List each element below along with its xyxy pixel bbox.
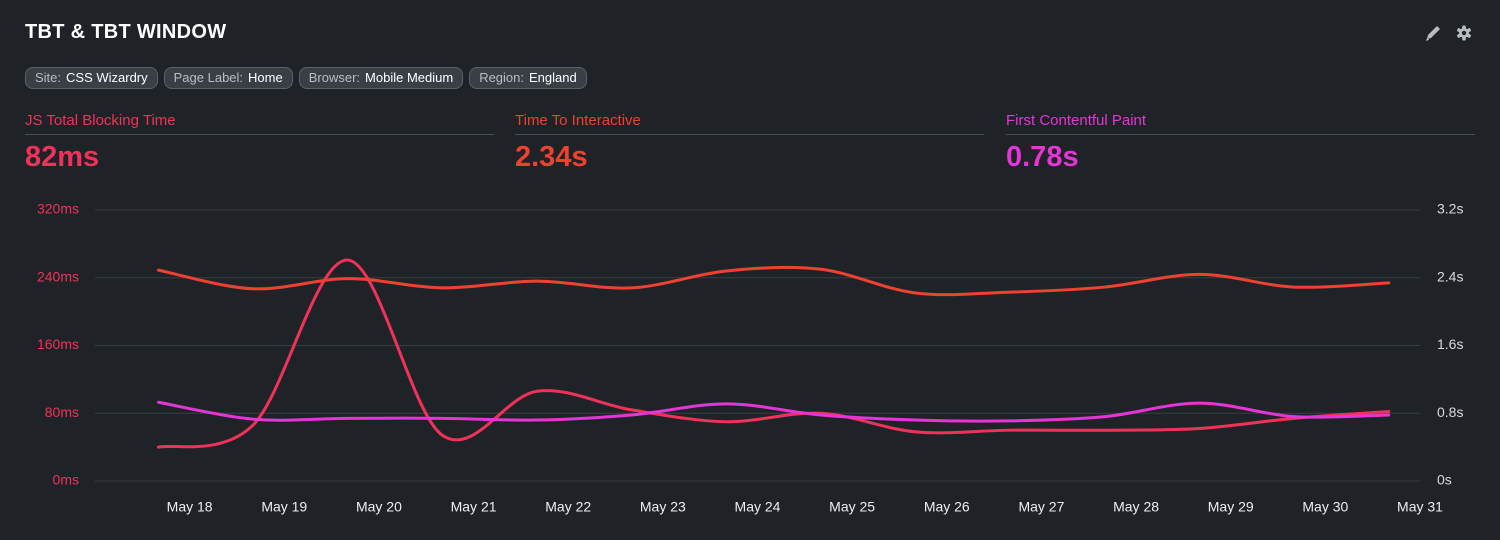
y2-tick-label: 1.6s (1437, 336, 1463, 352)
panel-actions (1424, 24, 1474, 49)
filter-pill[interactable]: Site: CSS Wizardry (25, 67, 158, 89)
y-tick-label: 240ms (37, 268, 79, 284)
y-tick-label: 160ms (37, 336, 79, 352)
y2-tick-label: 2.4s (1437, 268, 1463, 284)
metric-label: JS Total Blocking Time (25, 112, 494, 135)
y2-tick-label: 0s (1437, 472, 1452, 488)
y2-tick-label: 3.2s (1437, 201, 1463, 217)
metric-value: 82ms (25, 141, 100, 173)
settings-icon[interactable] (1456, 25, 1472, 41)
filter-bar: Site: CSS Wizardry Page Label: Home Browser:… (25, 67, 587, 89)
x-tick-label: May 20 (356, 499, 402, 515)
x-tick-label: May 30 (1302, 499, 1348, 515)
metric-card: First Contentful Paint 0.78s (1006, 112, 1475, 174)
x-tick-label: May 29 (1208, 499, 1254, 515)
filter-value: Mobile Medium (365, 70, 454, 85)
filter-key: Site: (35, 70, 62, 85)
metric-card: Time To Interactive 2.34s (515, 112, 984, 174)
action-icons (1426, 25, 1472, 41)
metric-label: Time To Interactive (515, 112, 984, 135)
x-tick-label: May 22 (545, 499, 591, 515)
x-tick-label: May 23 (640, 499, 686, 515)
x-tick-label: May 28 (1113, 499, 1159, 515)
y2-tick-label: 0.8s (1437, 404, 1463, 420)
metric-value: 0.78s (1006, 141, 1079, 173)
x-tick-label: May 24 (735, 499, 781, 515)
metric-value: 2.34s (515, 141, 588, 173)
x-tick-label: May 25 (829, 499, 875, 515)
x-tick-label: May 27 (1018, 499, 1064, 515)
series-line (156, 265, 1391, 297)
filter-value: CSS Wizardry (66, 70, 148, 85)
edit-icon[interactable] (1426, 26, 1440, 41)
filter-pill[interactable]: Region: England (469, 67, 587, 89)
panel-title: TBT & TBT WINDOW (25, 21, 227, 43)
filter-value: Home (248, 70, 283, 85)
x-tick-label: May 19 (261, 499, 307, 515)
filter-value: England (529, 70, 577, 85)
metric-card: JS Total Blocking Time 82ms (25, 112, 494, 174)
y-tick-label: 0ms (53, 472, 79, 488)
filter-pill[interactable]: Browser: Mobile Medium (298, 67, 464, 89)
filter-key: Browser: (308, 70, 361, 85)
x-tick-label: May 26 (924, 499, 970, 515)
y-tick-label: 80ms (45, 404, 79, 420)
series-line (156, 258, 1391, 449)
filter-key: Region: (479, 70, 524, 85)
filter-pill[interactable]: Page Label: Home (163, 67, 293, 89)
y-tick-label: 320ms (37, 201, 79, 217)
x-tick-label: May 18 (167, 499, 213, 515)
filter-key: Page Label: (173, 70, 244, 85)
series-line (156, 400, 1391, 423)
x-tick-label: May 31 (1397, 499, 1443, 515)
metric-label: First Contentful Paint (1006, 112, 1475, 135)
x-tick-label: May 21 (451, 499, 497, 515)
